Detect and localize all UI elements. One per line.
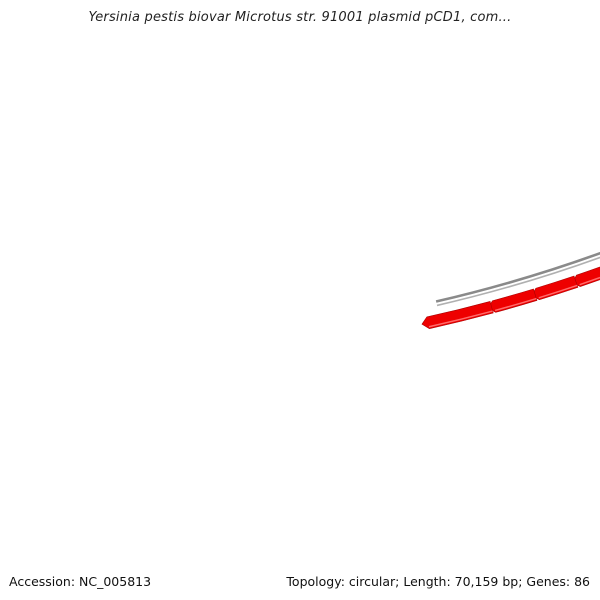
plasmid-backbone <box>435 251 600 307</box>
gene-highlight <box>538 284 578 299</box>
gene-highlight <box>579 276 600 286</box>
reverse-strand-genes <box>421 265 600 329</box>
topology-summary: Topology: circular; Length: 70,159 bp; G… <box>286 574 590 589</box>
backbone-line <box>436 256 600 307</box>
gene-arrow-yscX[interactable] <box>487 288 538 313</box>
gene-arrow-partial[interactable] <box>421 301 494 329</box>
backbone-line <box>435 251 600 303</box>
gene-arrow-sycN[interactable] <box>531 275 579 301</box>
map-title: Yersinia pestis biovar Microtus str. 910… <box>88 10 512 25</box>
gene-highlight <box>428 310 493 328</box>
gene-arrow-tyeA[interactable] <box>571 265 600 287</box>
gene-highlight <box>494 297 537 312</box>
accession-text: Accession: NC_005813 <box>9 574 152 589</box>
